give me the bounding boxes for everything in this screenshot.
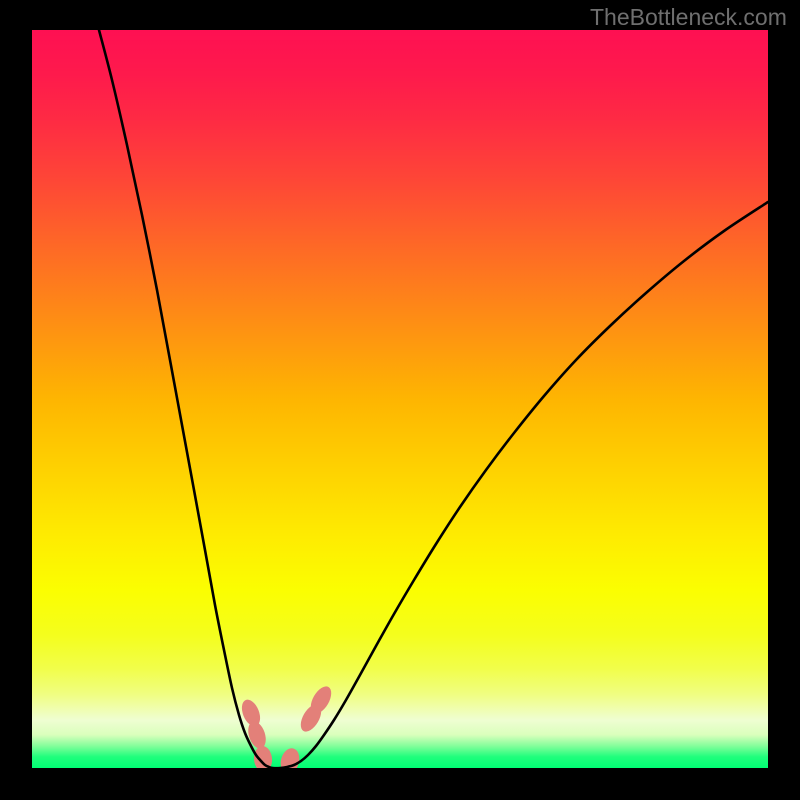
watermark-label: TheBottleneck.com: [590, 4, 787, 31]
frame-right: [768, 0, 800, 800]
chart-background: [32, 30, 768, 768]
frame-left: [0, 0, 32, 800]
bottleneck-chart: [32, 30, 768, 768]
frame-bottom: [0, 768, 800, 800]
